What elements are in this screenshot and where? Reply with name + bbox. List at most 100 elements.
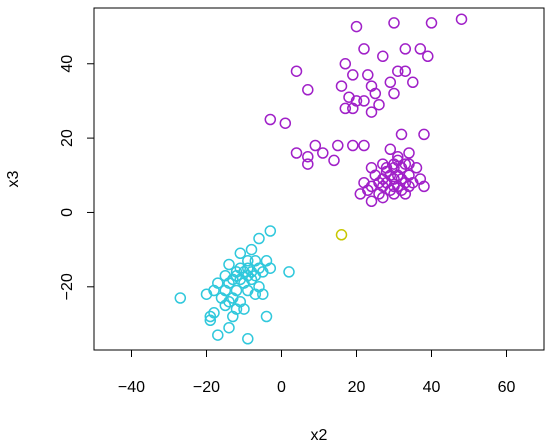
data-point bbox=[365, 106, 378, 118]
data-point bbox=[347, 139, 359, 152]
data-point bbox=[249, 269, 262, 282]
x-tick-label: −20 bbox=[193, 379, 220, 396]
y-axis-label: x3 bbox=[5, 170, 22, 187]
data-point bbox=[388, 188, 400, 200]
y-tick-label: −20 bbox=[59, 273, 76, 300]
data-point bbox=[365, 180, 378, 193]
data-point bbox=[377, 50, 389, 63]
data-point bbox=[362, 69, 374, 81]
data-point bbox=[335, 80, 348, 92]
data-point bbox=[358, 139, 370, 152]
data-point bbox=[425, 17, 438, 29]
x-tick-label: 40 bbox=[423, 379, 441, 396]
data-point bbox=[392, 154, 404, 167]
data-point bbox=[257, 288, 269, 300]
data-point bbox=[388, 87, 400, 100]
data-point bbox=[234, 247, 247, 260]
data-point bbox=[422, 50, 434, 63]
data-point bbox=[377, 191, 389, 204]
data-point bbox=[347, 69, 359, 81]
data-point bbox=[354, 188, 367, 200]
data-point bbox=[358, 95, 370, 107]
data-point bbox=[358, 43, 370, 55]
y-tick-label: 0 bbox=[59, 208, 76, 217]
data-point bbox=[204, 314, 217, 327]
data-point bbox=[200, 288, 213, 300]
data-point bbox=[264, 225, 277, 237]
x-tick-label: 20 bbox=[348, 379, 366, 396]
data-point bbox=[418, 180, 430, 193]
data-point bbox=[253, 232, 265, 245]
data-point bbox=[392, 65, 404, 77]
data-point bbox=[335, 229, 348, 241]
data-point bbox=[219, 299, 232, 312]
data-point bbox=[399, 43, 412, 55]
data-point bbox=[350, 20, 363, 33]
x-axis: −40 −20 0 20 40 60 bbox=[118, 349, 516, 396]
data-point bbox=[223, 258, 235, 271]
data-point bbox=[223, 321, 235, 334]
data-point bbox=[212, 329, 224, 341]
y-tick-label: 20 bbox=[59, 129, 76, 147]
data-point bbox=[395, 128, 408, 141]
data-point bbox=[328, 154, 340, 167]
data-point bbox=[365, 195, 378, 208]
data-point bbox=[380, 165, 393, 178]
x-tick-label: −40 bbox=[118, 379, 145, 396]
data-point bbox=[264, 113, 277, 126]
data-point bbox=[245, 266, 258, 278]
data-point bbox=[407, 76, 419, 89]
data-point bbox=[399, 188, 412, 200]
data-point bbox=[388, 17, 400, 29]
data-point bbox=[403, 158, 415, 170]
data-point bbox=[350, 95, 363, 107]
x-axis-label: x2 bbox=[311, 427, 328, 444]
data-point bbox=[403, 147, 415, 159]
data-point bbox=[283, 266, 295, 278]
data-point bbox=[373, 98, 385, 111]
data-point bbox=[384, 143, 397, 156]
data-point bbox=[388, 158, 400, 170]
data-point bbox=[242, 255, 254, 267]
data-point bbox=[234, 273, 247, 286]
data-point bbox=[174, 292, 187, 304]
data-point bbox=[384, 184, 397, 196]
data-point bbox=[418, 128, 430, 141]
y-axis: −20 0 20 40 bbox=[59, 55, 95, 300]
y-tick-label: 40 bbox=[59, 55, 76, 73]
data-point bbox=[204, 310, 217, 323]
data-point bbox=[227, 273, 239, 286]
data-point bbox=[369, 87, 382, 100]
data-point bbox=[290, 147, 303, 159]
data-point bbox=[227, 310, 239, 323]
point-layer bbox=[174, 13, 468, 345]
data-point bbox=[414, 43, 427, 55]
data-point bbox=[384, 76, 397, 89]
data-point bbox=[392, 169, 404, 182]
data-point bbox=[373, 188, 385, 200]
data-point bbox=[339, 58, 352, 70]
data-point bbox=[399, 65, 412, 77]
data-point bbox=[309, 139, 322, 152]
data-point bbox=[242, 333, 254, 345]
data-point bbox=[407, 176, 419, 189]
data-point bbox=[339, 102, 352, 115]
data-point bbox=[260, 310, 273, 323]
data-point bbox=[317, 147, 329, 159]
data-point bbox=[302, 158, 314, 170]
data-point bbox=[223, 295, 235, 308]
data-point bbox=[242, 262, 254, 274]
data-point bbox=[290, 65, 303, 77]
data-point bbox=[302, 84, 314, 96]
data-point bbox=[332, 139, 344, 152]
x-tick-label: 0 bbox=[277, 379, 286, 396]
data-point bbox=[279, 117, 292, 129]
data-point bbox=[249, 288, 262, 300]
data-point bbox=[455, 13, 468, 25]
x-tick-label: 60 bbox=[498, 379, 516, 396]
data-point bbox=[245, 243, 258, 256]
data-point bbox=[230, 269, 243, 282]
data-point bbox=[238, 303, 250, 315]
plot-frame bbox=[93, 7, 545, 351]
